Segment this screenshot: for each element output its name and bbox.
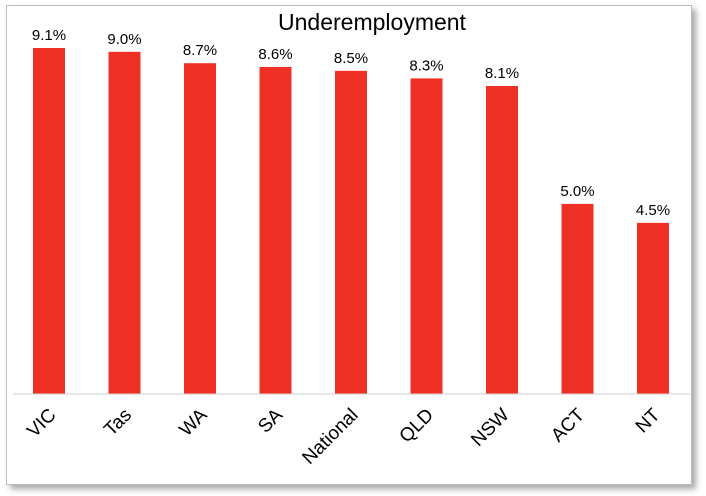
data-label-national: 8.5%: [334, 50, 368, 67]
data-label-wa: 8.7%: [183, 42, 217, 59]
tick-label-national: National: [298, 405, 362, 469]
bar-nsw: [486, 86, 518, 394]
tick-label-tas: Tas: [100, 405, 136, 441]
bar-vic: [33, 48, 65, 394]
tick-labels-group: VIC Tas WA SA National QLD NSW ACT NT: [23, 404, 665, 468]
data-label-nsw: 8.1%: [485, 65, 519, 82]
data-label-act: 5.0%: [560, 183, 594, 200]
bar-national: [335, 70, 367, 395]
data-labels-group: 9.1% 9.0% 8.7% 8.6% 8.5% 8.3% 8.1% 5.0% 4.5%: [32, 27, 670, 219]
bar-act: [561, 203, 594, 394]
data-label-tas: 9.0%: [107, 31, 141, 48]
bar-tas: [108, 51, 141, 395]
bars-group: [33, 48, 669, 395]
tick-label-nt: NT: [632, 404, 665, 437]
bar-wa: [184, 63, 216, 394]
bar-qld: [410, 78, 443, 395]
data-label-sa: 8.6%: [258, 46, 292, 63]
data-label-nt: 4.5%: [636, 202, 670, 219]
bar-nt: [637, 222, 669, 394]
chart-title: Underemployment: [278, 9, 467, 35]
bar-sa: [259, 67, 292, 394]
tick-label-vic: VIC: [23, 405, 60, 442]
data-label-vic: 9.1%: [32, 27, 66, 44]
data-label-qld: 8.3%: [409, 57, 443, 74]
tick-label-qld: QLD: [396, 405, 438, 447]
tick-label-wa: WA: [176, 404, 212, 440]
tick-label-sa: SA: [254, 404, 287, 437]
tick-label-act: ACT: [547, 404, 589, 446]
tick-label-nsw: NSW: [467, 405, 513, 451]
